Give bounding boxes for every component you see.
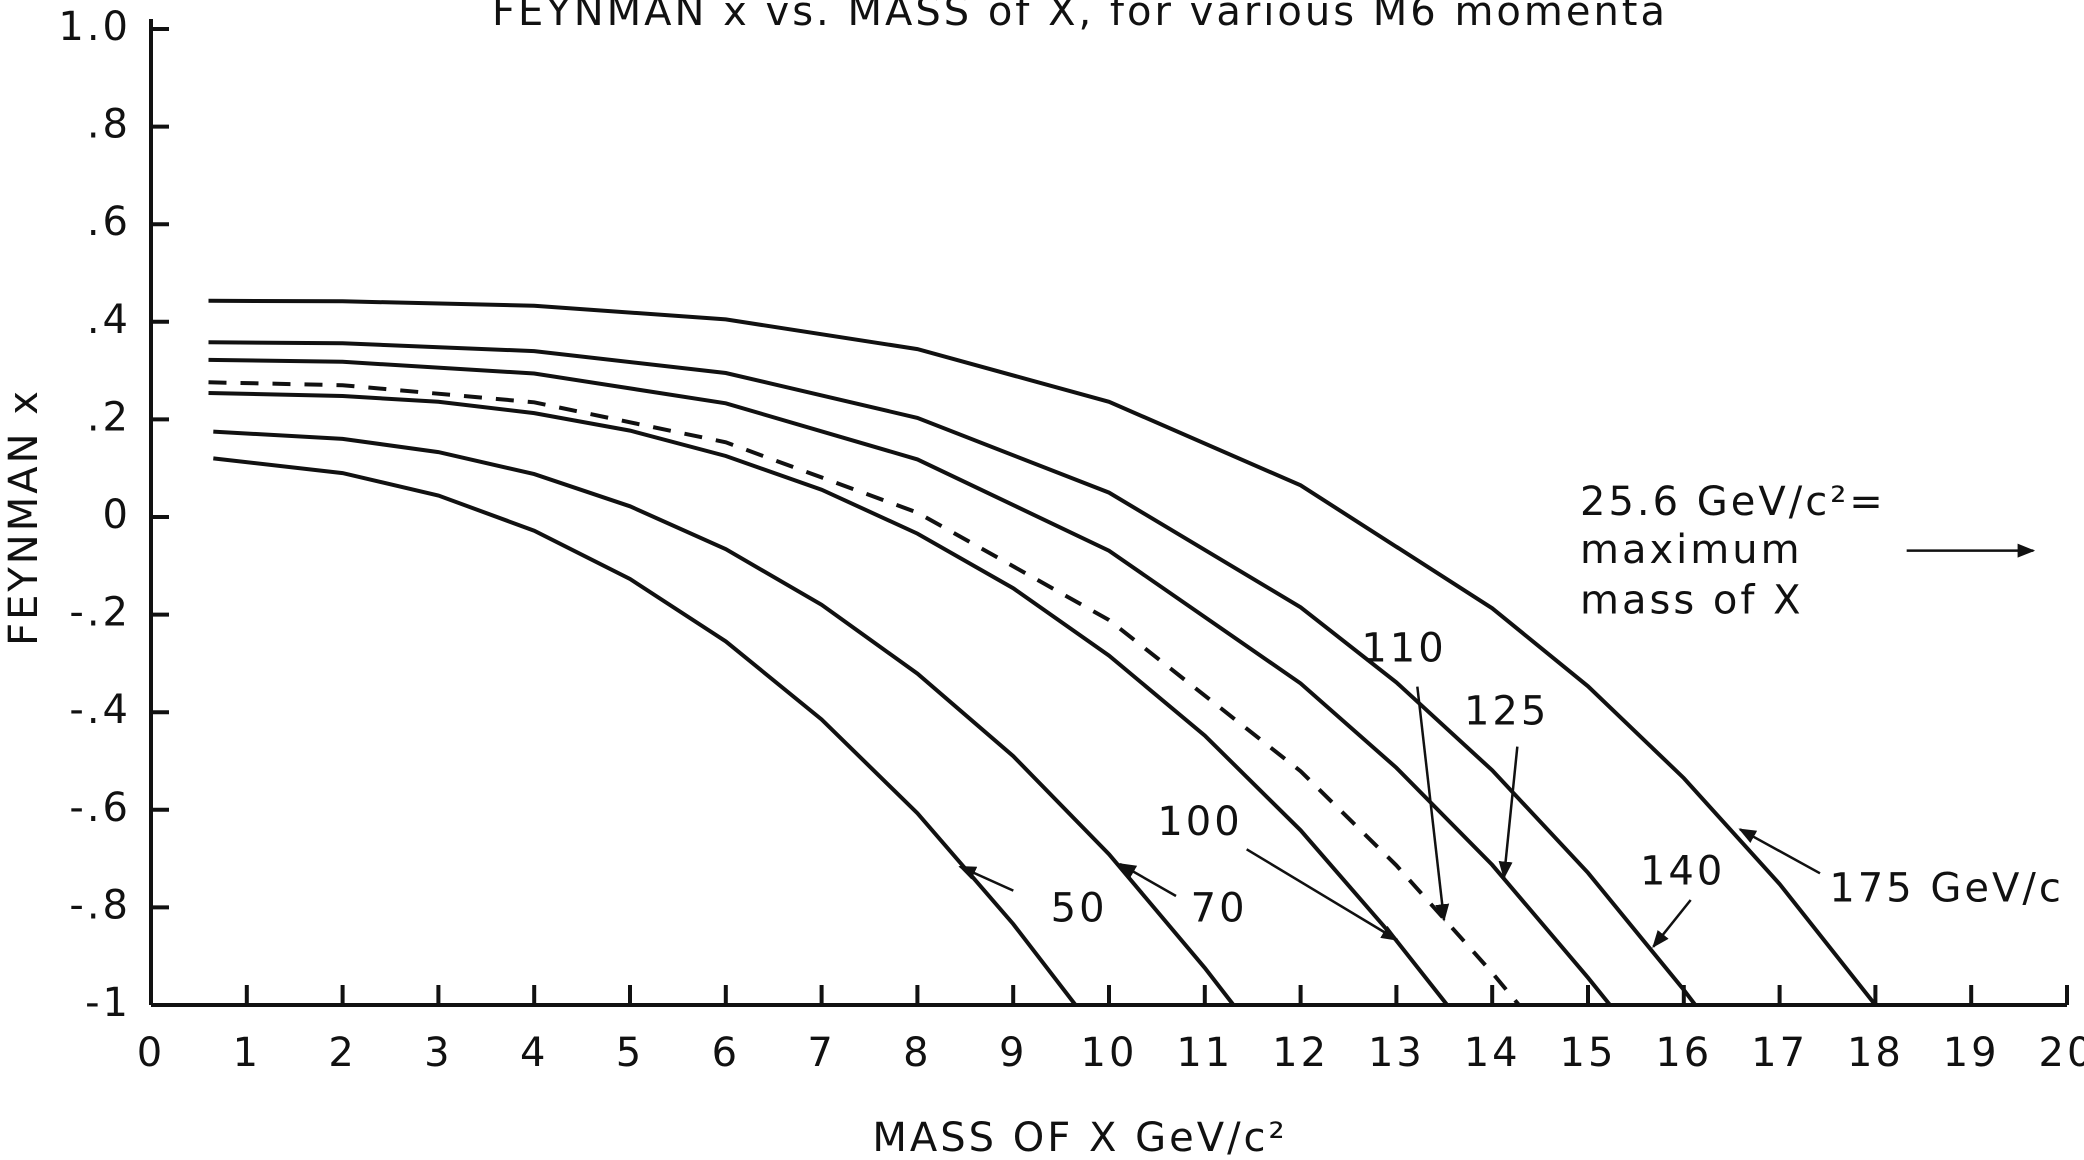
x-tick-label: 3 bbox=[424, 1030, 452, 1076]
label-arrow bbox=[1738, 828, 1821, 875]
annotation: 25.6 GeV/c²= bbox=[1580, 479, 1886, 525]
x-tick-label: 7 bbox=[807, 1030, 835, 1076]
y-tick-label: .6 bbox=[87, 199, 131, 245]
chart-title: FEYNMAN x vs. MASS of X, for various M6 … bbox=[492, 0, 1668, 35]
x-tick-label: 8 bbox=[903, 1030, 931, 1076]
curve-label: 50 bbox=[1051, 886, 1108, 932]
label-arrow bbox=[958, 865, 1014, 892]
x-tick-label: 13 bbox=[1368, 1030, 1425, 1076]
x-tick-label: 18 bbox=[1847, 1030, 1904, 1076]
x-tick-label: 4 bbox=[520, 1030, 548, 1076]
x-tick-label: 10 bbox=[1081, 1030, 1138, 1076]
curve bbox=[213, 456, 1078, 1007]
curve bbox=[208, 391, 1449, 1007]
curve-label: 100 bbox=[1157, 799, 1242, 845]
y-tick-label: -.8 bbox=[69, 882, 131, 928]
x-tick-label: 20 bbox=[2039, 1030, 2084, 1076]
x-axis-label: MASS OF X GeV/c² bbox=[872, 1115, 1287, 1160]
label-arrow bbox=[1246, 848, 1399, 942]
y-tick-label: -.4 bbox=[69, 687, 131, 733]
x-tick-label: 11 bbox=[1176, 1030, 1233, 1076]
curve bbox=[208, 340, 1697, 1007]
y-tick-label: .2 bbox=[87, 394, 131, 440]
x-tick-label: 15 bbox=[1560, 1030, 1617, 1076]
y-tick-label: -1 bbox=[85, 980, 131, 1026]
curve-label: 175 GeV/c bbox=[1829, 866, 2064, 912]
y-tick-label: 0 bbox=[103, 492, 131, 538]
x-tick-label: 6 bbox=[712, 1030, 740, 1076]
curve-label: 140 bbox=[1640, 848, 1725, 894]
y-tick-label: -.2 bbox=[69, 590, 131, 636]
y-tick-label: .8 bbox=[87, 102, 131, 148]
annotation: maximum bbox=[1580, 527, 1803, 573]
x-tick-label: 0 bbox=[137, 1030, 165, 1076]
y-axis-label: FEYNMAN x bbox=[1, 388, 47, 646]
curve-label: 125 bbox=[1464, 688, 1549, 734]
x-tick-label: 19 bbox=[1943, 1030, 2000, 1076]
curve bbox=[208, 298, 1877, 1007]
annotation: mass of X bbox=[1580, 578, 1804, 624]
x-tick-label: 16 bbox=[1655, 1030, 1712, 1076]
curve bbox=[208, 357, 1612, 1007]
x-tick-label: 1 bbox=[233, 1030, 261, 1076]
x-tick-label: 5 bbox=[616, 1030, 644, 1076]
label-arrow bbox=[1652, 899, 1692, 949]
x-tick-label: 17 bbox=[1751, 1030, 1808, 1076]
x-tick-label: 9 bbox=[999, 1030, 1027, 1076]
curve-label: 70 bbox=[1191, 886, 1248, 932]
y-tick-label: -.6 bbox=[69, 785, 131, 831]
y-tick-label: 1.0 bbox=[58, 4, 131, 50]
x-tick-label: 12 bbox=[1272, 1030, 1329, 1076]
y-tick-label: .4 bbox=[87, 297, 131, 343]
x-tick-label: 14 bbox=[1464, 1030, 1521, 1076]
curve bbox=[208, 380, 1521, 1007]
label-arrow bbox=[1498, 746, 1519, 880]
label-arrow bbox=[1118, 862, 1177, 898]
x-tick-label: 2 bbox=[328, 1030, 356, 1076]
